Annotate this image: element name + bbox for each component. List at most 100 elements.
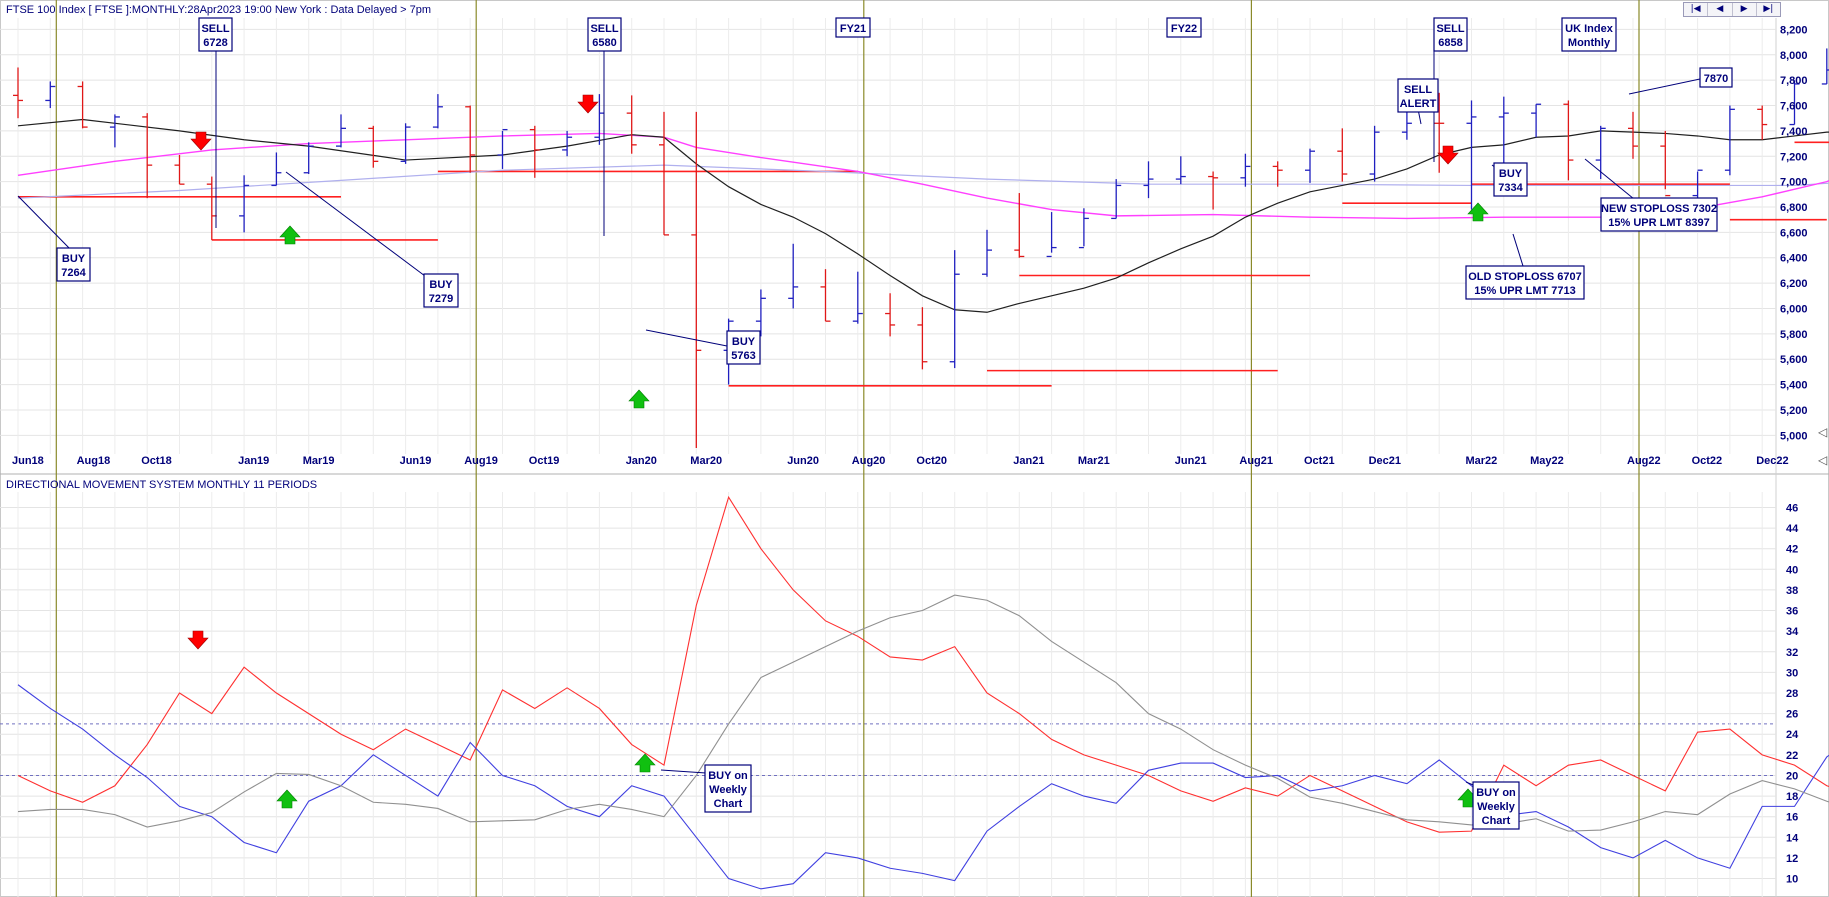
x-axis-labels: Jun18 Aug18 Oct18 Jan19 Mar19 Jun19 Aug19 Oct19… xyxy=(12,455,1789,467)
buy-5763-label-text: 5763 xyxy=(731,350,755,362)
uk-index-monthly-label-text: Monthly xyxy=(1568,37,1611,49)
dms-y-tick: 26 xyxy=(1786,709,1798,721)
sell-6580-label-frame xyxy=(587,17,622,52)
buy-7334-label: BUY 7334 xyxy=(1493,162,1528,197)
fy22-label-frame xyxy=(1166,17,1202,38)
x-tick-label: Jun20 xyxy=(787,455,819,467)
old-stoploss-label: OLD STOPLOSS 6707 15% UPR LMT 7713 xyxy=(1465,265,1585,300)
price-y-tick: 6,400 xyxy=(1780,253,1808,265)
buy-7264-label-text: BUY xyxy=(62,253,86,265)
price-7870-label-text: 7870 xyxy=(1704,73,1728,85)
dms-y-tick: 30 xyxy=(1786,667,1798,679)
price-y-tick: 5,000 xyxy=(1780,430,1808,442)
annotation-leader-line xyxy=(285,171,430,280)
dms-y-tick: 12 xyxy=(1786,853,1798,865)
buy-weekly-chart-label-text: Chart xyxy=(714,798,743,810)
buy-7279-label-text: BUY xyxy=(429,279,453,291)
nav-first-button[interactable]: |◀ xyxy=(1684,3,1709,16)
nav-prev-button[interactable]: ◀ xyxy=(1708,3,1733,16)
ohlc-bar xyxy=(1724,105,1735,176)
ohlc-bar xyxy=(626,95,637,154)
ohlc-bar xyxy=(142,113,153,199)
sell-6858-label: SELL 6858 xyxy=(1433,17,1468,52)
fy21-label: FY21 xyxy=(835,17,871,38)
ohlc-bar xyxy=(1563,100,1574,181)
ohlc-bar xyxy=(1660,130,1671,197)
ohlc-bar xyxy=(1434,92,1445,173)
sell-arrow-icon xyxy=(187,630,209,650)
sell-6580-label-text: 6580 xyxy=(592,37,616,49)
sell-6858-label-frame xyxy=(1433,17,1468,52)
ohlc-bar xyxy=(77,81,88,129)
sell-arrow-icon xyxy=(190,131,212,151)
dms-y-tick: 22 xyxy=(1786,750,1798,762)
ohlc-bar xyxy=(432,94,443,129)
price-y-tick: 8,000 xyxy=(1780,50,1808,62)
cursor-marker-top[interactable]: ◁ xyxy=(1818,425,1828,439)
nav-last-button[interactable]: ▶| xyxy=(1763,4,1774,14)
ohlc-bar xyxy=(691,111,702,448)
sell-6728-label-text: SELL xyxy=(201,23,229,35)
ohlc-bar xyxy=(1046,212,1057,258)
price-y-tick: 6,000 xyxy=(1780,303,1808,315)
cursor-marker-bottom[interactable]: ◁ xyxy=(1818,453,1828,467)
ohlc-bar xyxy=(982,229,992,277)
price-7870-label: 7870 xyxy=(1699,67,1733,88)
ohlc-bar xyxy=(852,271,863,324)
x-tick-label: Oct20 xyxy=(916,455,947,467)
ohlc-bar xyxy=(1240,153,1251,187)
buy-weekly-chart-label-text: Weekly xyxy=(1477,801,1516,813)
ohlc-bar xyxy=(1498,96,1509,164)
dms-title: DIRECTIONAL MOVEMENT SYSTEM MONTHLY 11 P… xyxy=(6,479,317,491)
fy22-label-text: FY22 xyxy=(1171,23,1197,35)
sell-alert-label: SELL ALERT xyxy=(1397,78,1439,113)
price-y-tick: 5,800 xyxy=(1780,329,1808,341)
dms-adx-line xyxy=(17,594,1829,832)
x-tick-label: Aug22 xyxy=(1627,455,1661,467)
ohlc-bar xyxy=(1078,208,1089,249)
buy-7334-label-text: BUY xyxy=(1499,168,1523,180)
ohlc-bar xyxy=(1595,125,1606,180)
price-y-tick: 7,800 xyxy=(1780,75,1808,87)
ohlc-bar xyxy=(1337,128,1348,182)
ohlc-bar xyxy=(885,293,896,337)
x-tick-label: Mar20 xyxy=(690,455,722,467)
buy-5763-label-text: BUY xyxy=(732,336,756,348)
buy-arrow-icon xyxy=(276,789,298,809)
x-tick-label: Jun19 xyxy=(400,455,432,467)
price-y-tick: 6,600 xyxy=(1780,227,1808,239)
price-y-tick: 7,200 xyxy=(1780,151,1808,163)
ohlc-bars xyxy=(13,48,1829,448)
buy-7279-label-frame xyxy=(423,273,459,308)
dms-y-tick: 44 xyxy=(1786,523,1799,535)
ohlc-bar xyxy=(1111,179,1122,220)
buy-7264-label-text: 7264 xyxy=(61,267,86,279)
nav-next-button[interactable]: ▶ xyxy=(1733,3,1757,16)
price-y-tick: 5,200 xyxy=(1780,405,1808,417)
price-y-tick: 7,400 xyxy=(1780,126,1808,138)
x-tick-label: Oct22 xyxy=(1692,455,1723,467)
fy22-label: FY22 xyxy=(1166,17,1202,38)
old-stoploss-label-frame xyxy=(1465,265,1585,300)
ohlc-bar xyxy=(271,152,282,187)
fy21-label-text: FY21 xyxy=(840,23,866,35)
ohlc-bar xyxy=(755,289,766,337)
dms-y-tick: 18 xyxy=(1786,791,1798,803)
annotation-boxes: SELL 6728 SELL 6580 FY21 FY22 SELL 6858 UK Index… xyxy=(56,17,1733,830)
ohlc-bar xyxy=(497,128,508,169)
new-stoploss-label: NEW STOPLOSS 7302 15% UPR LMT 8397 xyxy=(1600,197,1718,232)
x-tick-label: Oct18 xyxy=(141,455,172,467)
price-7870-label-frame xyxy=(1699,67,1733,88)
buy-weekly-chart-label: BUY on Weekly Chart xyxy=(704,764,752,813)
dms-y-tick: 42 xyxy=(1786,544,1798,556)
x-tick-label: Jun18 xyxy=(12,455,44,467)
ohlc-bar xyxy=(820,269,831,322)
sell-6728-label-text: 6728 xyxy=(203,37,227,49)
buy-weekly-chart-label-text: Weekly xyxy=(709,784,748,796)
dms-minus-di-line xyxy=(17,684,1829,890)
x-tick-label: Oct19 xyxy=(529,455,560,467)
dms-y-tick: 20 xyxy=(1786,770,1798,782)
ohlc-bar xyxy=(1369,125,1380,182)
x-tick-label: Jun21 xyxy=(1175,455,1207,467)
